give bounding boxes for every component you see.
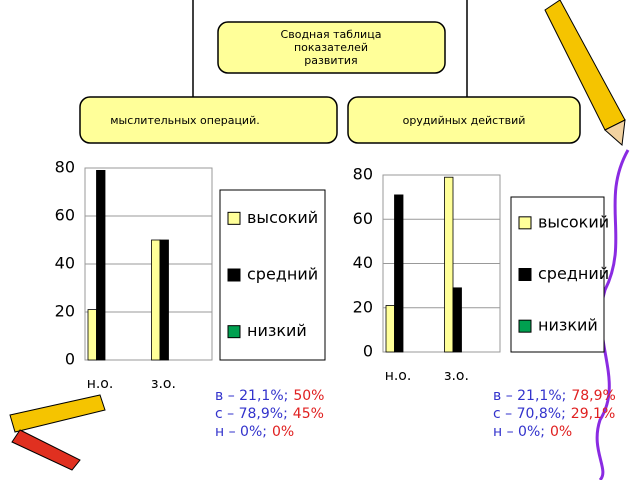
legend-label: низкий [538, 316, 598, 335]
y-tick-label: 0 [65, 350, 75, 369]
note-label: н – 0%; [215, 424, 267, 440]
branch-box [347, 96, 581, 144]
branch-label: мыслительных операций. [110, 114, 259, 127]
bar [159, 239, 169, 361]
bar [452, 287, 462, 353]
diagram [79, 0, 581, 144]
note-value: 50% [293, 388, 324, 404]
bar [87, 309, 97, 361]
y-tick-label: 60 [55, 206, 75, 225]
x-tick-label: н.о. [385, 368, 412, 384]
y-tick-label: 40 [353, 253, 373, 272]
branch-box [79, 96, 338, 144]
legend-swatch [518, 268, 532, 281]
y-tick-label: 40 [55, 254, 75, 273]
note-value: 29,1% [571, 406, 615, 422]
legend-label: средний [247, 265, 318, 284]
x-tick-label: з.о. [444, 368, 469, 384]
y-tick-label: 60 [353, 209, 373, 228]
bar [385, 305, 395, 353]
legend-swatch [227, 268, 241, 282]
legend-swatch [227, 211, 241, 225]
x-tick-label: з.о. [151, 376, 176, 392]
y-tick-label: 20 [55, 302, 75, 321]
bar [444, 176, 454, 353]
plot-frame [84, 167, 213, 361]
note-label: с – 78,9%; [215, 406, 288, 422]
y-tick-label: 80 [55, 158, 75, 177]
y-tick-label: 80 [353, 165, 373, 184]
title-box [217, 21, 446, 74]
note-label: в – 21,1%; [493, 388, 566, 404]
legend-swatch [518, 216, 532, 230]
legend-swatch [227, 325, 241, 339]
note-value: 0% [272, 424, 294, 440]
x-tick-label: н.о. [87, 376, 114, 392]
title-line: показателей [294, 41, 368, 54]
legend-swatch [518, 319, 532, 333]
bar [394, 194, 404, 353]
bar [96, 169, 106, 361]
title-line: Сводная таблица [281, 28, 382, 41]
plot-frame [382, 174, 501, 353]
y-tick-label: 0 [363, 342, 373, 361]
legend-label: низкий [247, 321, 307, 340]
note-label: в – 21,1%; [215, 388, 288, 404]
note-value: 0% [550, 424, 572, 440]
note-label: с – 70,8%; [493, 406, 566, 422]
legend-label: высокий [538, 212, 609, 231]
note-value: 78,9% [571, 388, 615, 404]
branch-label: орудийных действий [403, 114, 526, 127]
bar [151, 239, 161, 361]
legend-label: высокий [247, 208, 318, 227]
y-tick-label: 20 [353, 297, 373, 316]
title-line: развития [304, 54, 357, 67]
legend-label: средний [538, 264, 609, 283]
note-label: н – 0%; [493, 424, 545, 440]
note-value: 45% [293, 406, 324, 422]
pencil [9, 0, 626, 471]
